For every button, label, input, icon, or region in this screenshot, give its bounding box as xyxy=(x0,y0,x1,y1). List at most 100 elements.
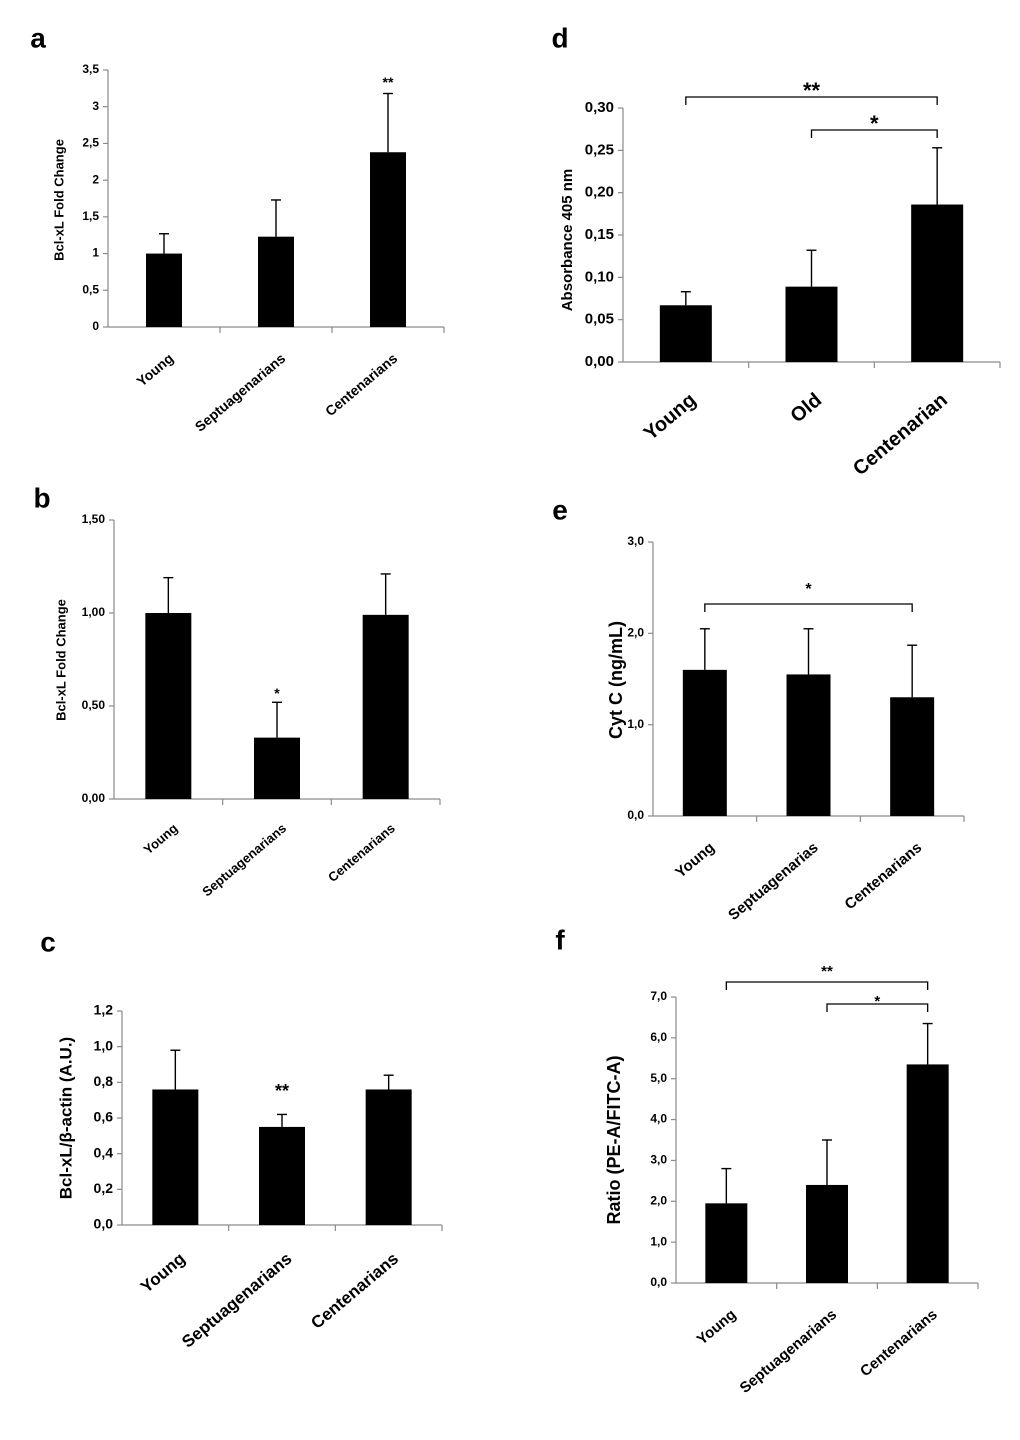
y-tick-label: 1,2 xyxy=(94,1002,114,1018)
y-tick-label: 0,25 xyxy=(585,141,614,158)
x-tick-label: Young xyxy=(137,1249,189,1297)
panel-b: b 0,00 0,50 1,00 1,50 Bcl-xL Fold Change Young… xyxy=(33,482,441,899)
y-axis-label: Absorbance 405 nm xyxy=(559,169,576,312)
bar-centenarians xyxy=(906,1064,949,1283)
significance-marker: * xyxy=(805,581,812,598)
y-tick-label: 0,00 xyxy=(82,791,106,805)
significance-marker: * xyxy=(870,111,879,136)
y-tick-label: 0,05 xyxy=(585,311,614,328)
significance-bracket xyxy=(810,129,938,138)
x-tick-label: Septuagenarians xyxy=(737,1306,841,1397)
y-axis-label: Bcl-xL Fold Change xyxy=(53,599,68,721)
bar-old xyxy=(785,286,838,362)
bar-centenarians xyxy=(890,697,935,816)
significance-bracket xyxy=(685,96,938,105)
bar-centenarians xyxy=(370,152,406,327)
significance-bracket xyxy=(725,981,929,990)
panel-f: f 0,0 1,0 2,0 3,0 4,0 5,0 6,0 7,0 Ratio (PE-A/FIT… xyxy=(555,924,979,1397)
y-tick-label: 2,5 xyxy=(82,136,99,150)
bar-young xyxy=(146,253,182,327)
x-tick-label: Centenarians xyxy=(322,350,400,419)
panel-letter-a: a xyxy=(30,22,46,53)
y-axis-label: Bcl-xL Fold Change xyxy=(51,139,66,261)
x-tick-label: Centenarians xyxy=(857,1306,941,1380)
y-tick-label: 0,0 xyxy=(627,808,644,822)
y-tick-label: 1 xyxy=(92,246,99,260)
panel-a: a 0 0,5 1 1,5 2 2,5 3 3,5 Bcl-xL Fold Change Young… xyxy=(30,22,445,435)
bar-young xyxy=(152,1089,199,1225)
panel-d: d 0,00 0,05 0,10 0,15 0,20 0,25 0,30 Absorbance … xyxy=(551,22,1001,480)
significance-marker: * xyxy=(274,685,280,701)
y-tick-label: 3 xyxy=(92,99,99,113)
x-tick-label: Young xyxy=(694,1306,740,1348)
y-tick-label: 2,0 xyxy=(650,1193,667,1207)
x-tick-label: Centenarians xyxy=(842,839,926,913)
y-tick-label: 3,0 xyxy=(627,534,644,548)
bar-septuagenarians xyxy=(806,1184,848,1283)
y-tick-label: 3,5 xyxy=(82,62,99,76)
y-tick-label: 5,0 xyxy=(650,1071,667,1085)
bar-young xyxy=(705,1203,748,1283)
x-tick-label: Centenarians xyxy=(325,820,398,884)
panel-letter-f: f xyxy=(555,924,565,955)
y-tick-label: 0 xyxy=(92,319,99,333)
bar-septuagenarians xyxy=(254,737,300,799)
y-tick-label: 0,2 xyxy=(94,1180,114,1196)
bar-septuagenarians xyxy=(258,236,294,327)
y-tick-label: 7,0 xyxy=(650,989,667,1003)
y-tick-label: 6,0 xyxy=(650,1030,667,1044)
significance-bracket xyxy=(704,603,913,612)
x-tick-label: Young xyxy=(141,820,181,857)
bar-septuagenarians xyxy=(259,1126,305,1225)
bar-centenarians xyxy=(362,614,409,799)
y-tick-label: 1,0 xyxy=(650,1234,667,1248)
y-tick-label: 0,0 xyxy=(650,1275,667,1289)
y-tick-label: 0,8 xyxy=(94,1073,114,1089)
x-tick-label: Septuagenarias xyxy=(725,839,822,924)
significance-marker: ** xyxy=(275,1081,289,1101)
panel-c: c 0,0 0,2 0,4 0,6 0,8 1,0 1,2 Bcl-xL/β-actin (A.… xyxy=(40,926,443,1352)
significance-marker: ** xyxy=(821,963,833,980)
x-tick-label: Young xyxy=(640,389,701,445)
y-tick-label: 0,50 xyxy=(82,698,106,712)
y-tick-label: 2 xyxy=(92,172,99,186)
y-axis-label: Ratio (PE-A/FITC-A) xyxy=(604,1056,624,1225)
y-tick-label: 0,30 xyxy=(585,99,614,116)
y-tick-label: 0,10 xyxy=(585,268,614,285)
y-tick-label: 0,20 xyxy=(585,184,614,201)
bar-young xyxy=(682,669,727,816)
significance-marker: ** xyxy=(803,78,821,103)
y-axis-label: Cyt C (ng/mL) xyxy=(606,621,626,739)
x-tick-label: Centenarian xyxy=(849,389,952,480)
x-tick-label: Old xyxy=(786,389,826,427)
significance-marker: * xyxy=(874,993,880,1010)
bar-young xyxy=(659,305,712,362)
y-tick-label: 2,0 xyxy=(627,626,644,640)
y-tick-label: 4,0 xyxy=(650,1112,667,1126)
significance-bracket xyxy=(826,1003,929,1012)
bar-centenarian xyxy=(911,204,964,362)
x-tick-label: Septuagenarians xyxy=(199,820,289,899)
y-tick-label: 3,0 xyxy=(650,1153,667,1167)
y-tick-label: 1,00 xyxy=(82,605,106,619)
panel-letter-c: c xyxy=(40,926,56,957)
x-tick-label: Centenarians xyxy=(307,1249,402,1333)
y-tick-label: 0,4 xyxy=(94,1144,114,1160)
y-tick-label: 0,00 xyxy=(585,353,614,370)
y-tick-label: 0,5 xyxy=(82,282,99,296)
bar-centenarians xyxy=(365,1089,412,1225)
bar-septuagenarias xyxy=(786,674,831,816)
x-tick-label: Septuagenarians xyxy=(178,1249,295,1352)
y-tick-label: 1,50 xyxy=(82,512,106,526)
y-tick-label: 0,0 xyxy=(94,1216,114,1232)
panel-letter-b: b xyxy=(33,482,50,513)
y-tick-label: 1,0 xyxy=(627,717,644,731)
significance-marker: ** xyxy=(383,74,394,90)
panel-letter-e: e xyxy=(552,494,568,525)
x-tick-label: Septuagenarians xyxy=(192,350,289,435)
panel-letter-d: d xyxy=(551,22,568,53)
y-tick-label: 0,15 xyxy=(585,226,614,243)
bar-young xyxy=(145,613,192,799)
y-tick-label: 0,6 xyxy=(94,1109,114,1125)
